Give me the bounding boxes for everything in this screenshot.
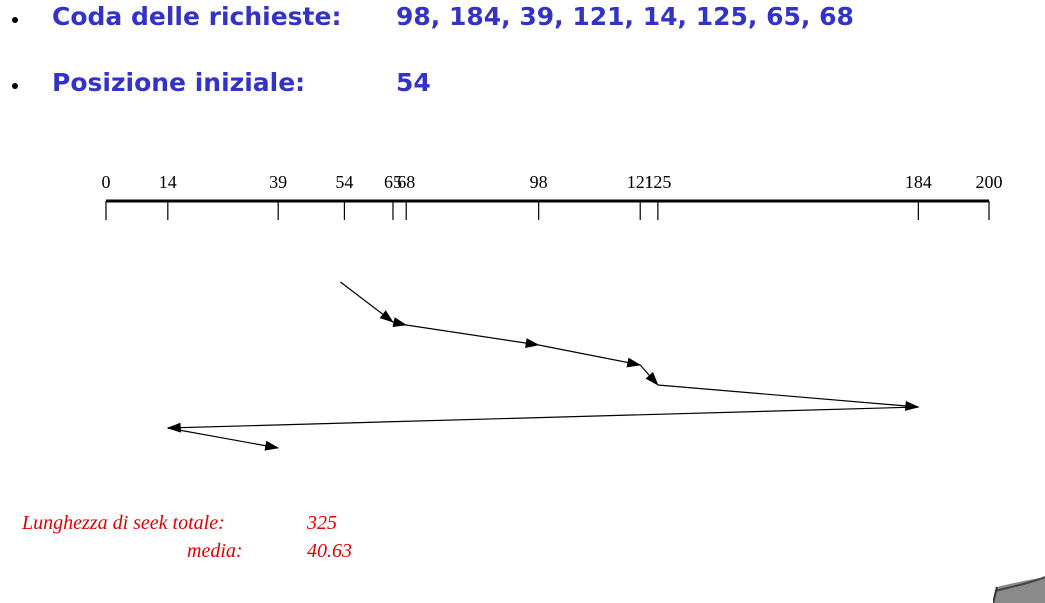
axis-tick-label-65: 65 (384, 172, 402, 192)
seek-move-125-to-184 (657, 384, 920, 411)
total-seek-value: 325 (307, 512, 337, 534)
axis-tick-label-200: 200 (976, 172, 1003, 192)
initial-position-value: 54 (396, 68, 431, 97)
axis-tick-label-14: 14 (159, 172, 177, 192)
axis-tick-label-121: 121 (627, 172, 654, 192)
axis-tick-label-68: 68 (397, 172, 415, 192)
seek-move-68-to-98 (406, 324, 540, 349)
bullet-dot-icon (12, 83, 18, 89)
request-queue-label: Coda delle richieste: (52, 2, 342, 31)
seek-move-14-to-39 (167, 427, 280, 451)
bullet-dot-icon (12, 17, 18, 23)
axis-tick-label-125: 125 (644, 172, 671, 192)
average-seek-value: 40.63 (307, 540, 352, 562)
head-movement-path (166, 281, 920, 451)
average-seek-label: media: (187, 540, 243, 562)
initial-position-label: Posizione iniziale: (52, 68, 306, 97)
seek-move-184-to-14 (166, 406, 919, 433)
axis-tick-label-54: 54 (335, 172, 353, 192)
axis-tick-label-39: 39 (269, 172, 287, 192)
axis-tick-label-98: 98 (530, 172, 548, 192)
axis-tick-label-0: 0 (102, 172, 111, 192)
request-queue-value: 98, 184, 39, 121, 14, 125, 65, 68 (396, 2, 854, 31)
seek-move-121-to-125 (639, 364, 659, 386)
page-curl-icon (993, 576, 1045, 603)
total-seek-label: Lunghezza di seek totale: (22, 512, 225, 534)
seek-move-65-to-68 (392, 317, 408, 328)
axis-tick-label-184: 184 (905, 172, 932, 192)
seek-move-54-to-65 (340, 281, 394, 323)
seek-move-98-to-121 (538, 344, 642, 368)
